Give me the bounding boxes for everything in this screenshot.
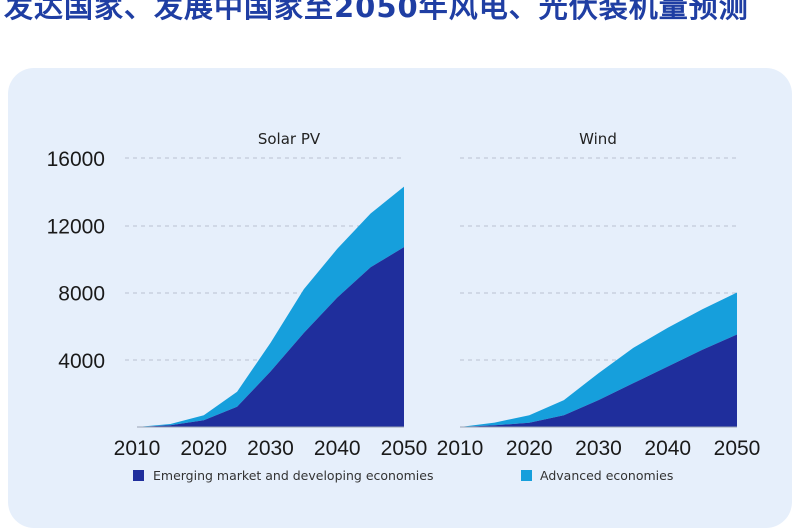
- area-emerging-economies: [137, 247, 404, 427]
- x-tick-label: 2040: [644, 437, 691, 460]
- x-tick-label: 2010: [437, 437, 484, 460]
- page-title-strip: 发达国家、发展中国家至2050年风电、光伏装机量预测: [0, 0, 800, 26]
- x-tick-label: 2040: [314, 437, 361, 460]
- area-emerging-economies: [460, 334, 737, 427]
- y-tick-label: 16000: [47, 148, 105, 171]
- x-tick-label: 2050: [714, 437, 761, 460]
- x-tick-label: 2020: [506, 437, 553, 460]
- legend-swatch-advanced: [521, 470, 532, 481]
- x-tick-label: 2010: [114, 437, 161, 460]
- x-tick-label: 2030: [575, 437, 622, 460]
- x-tick-label: 2020: [180, 437, 227, 460]
- legend-swatch-emerging: [133, 470, 144, 481]
- panel-title: Solar PV: [258, 130, 321, 148]
- legend-label-emerging: Emerging market and developing economies: [153, 468, 433, 483]
- page-title: 发达国家、发展中国家至2050年风电、光伏装机量预测: [4, 0, 749, 24]
- x-tick-label: 2050: [381, 437, 428, 460]
- x-tick-label: 2030: [247, 437, 294, 460]
- panel-title: Wind: [579, 130, 617, 148]
- y-tick-label: 8000: [58, 283, 105, 306]
- area-advanced-economies: [137, 186, 404, 427]
- y-tick-label: 12000: [47, 215, 105, 238]
- y-tick-label: 4000: [58, 350, 105, 373]
- chart-canvas: 4000 8000 12000 16000 Solar PV 2010 2020 2030 20…: [47, 130, 761, 483]
- legend-label-advanced: Advanced economies: [540, 468, 673, 483]
